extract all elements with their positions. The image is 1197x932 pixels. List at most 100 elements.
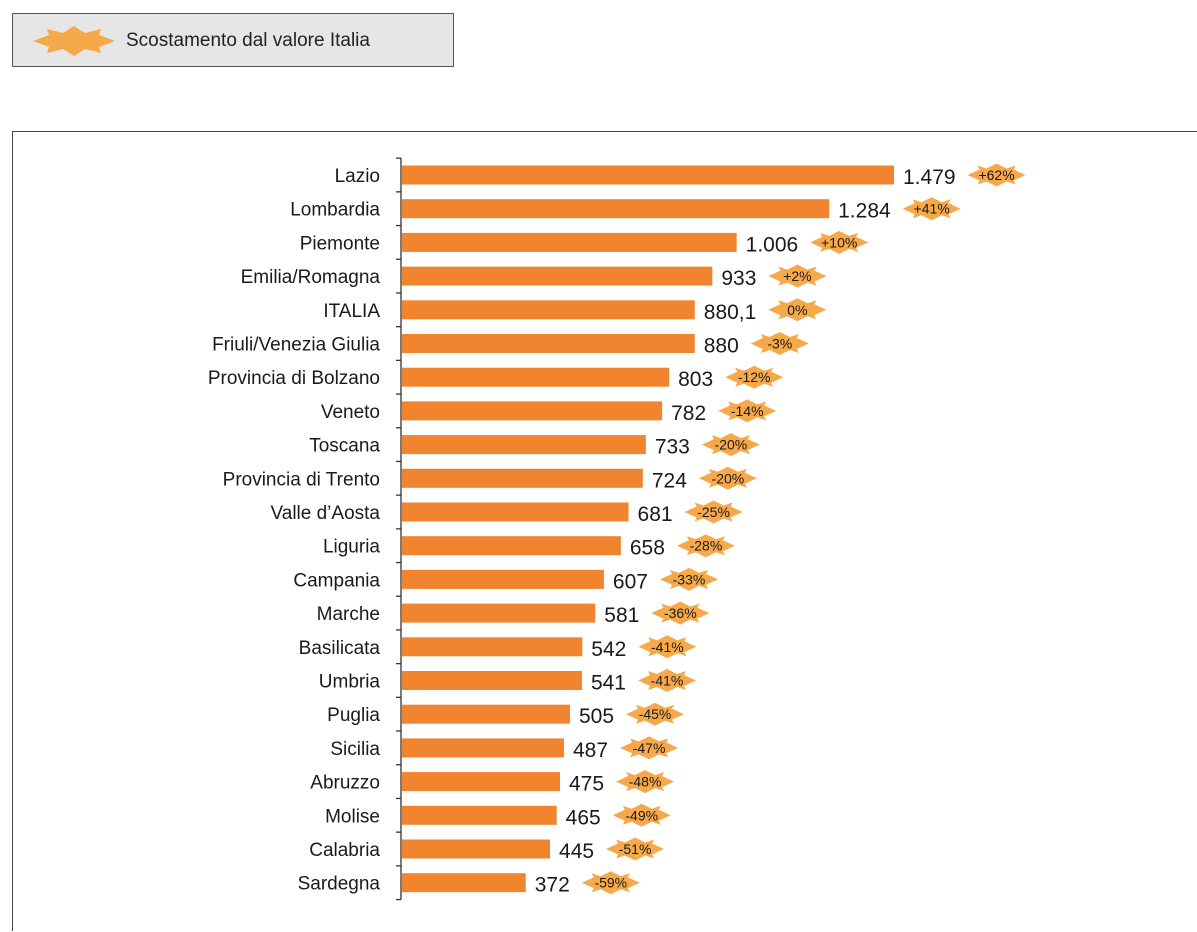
category-label: Sicilia <box>330 739 380 760</box>
category-label: Provincia di Bolzano <box>208 368 380 389</box>
deviation-label: -41% <box>651 673 684 689</box>
deviation-star <box>626 702 684 726</box>
bar <box>402 199 830 219</box>
value-label: 1.284 <box>838 200 891 223</box>
value-label: 724 <box>652 469 687 492</box>
category-label: Friuli/Venezia Giulia <box>212 335 380 356</box>
value-label: 880,1 <box>704 301 757 324</box>
deviation-star <box>638 669 696 692</box>
deviation-label: -33% <box>673 571 706 587</box>
category-label: Calabria <box>309 840 380 861</box>
value-label: 1.006 <box>746 233 799 256</box>
deviation-star <box>684 500 743 524</box>
bar <box>402 805 557 825</box>
value-label: 933 <box>721 267 756 290</box>
deviation-star <box>620 736 679 760</box>
deviation-label: -14% <box>731 403 764 419</box>
bar <box>402 367 670 387</box>
bar <box>402 401 663 421</box>
deviation-label: +62% <box>978 167 1014 183</box>
star-icon <box>33 26 115 56</box>
deviation-label: -47% <box>633 740 666 756</box>
category-label: Liguria <box>323 537 380 558</box>
category-label: Sardegna <box>298 874 381 895</box>
category-label: Marche <box>317 604 380 625</box>
bar <box>402 300 695 320</box>
deviation-star <box>750 332 809 355</box>
category-label: ITALIA <box>323 301 380 322</box>
category-label: Toscana <box>309 436 380 457</box>
deviation-star <box>616 770 675 794</box>
bar <box>402 232 737 252</box>
bar <box>402 873 526 893</box>
deviation-star <box>718 399 777 423</box>
category-label: Valle d’Aosta <box>271 503 381 524</box>
deviation-star <box>967 163 1026 187</box>
deviation-star <box>638 635 697 659</box>
category-label: Emilia/Romagna <box>241 267 381 288</box>
category-label: Molise <box>325 806 380 827</box>
value-label: 475 <box>569 773 604 796</box>
bar <box>402 671 582 690</box>
category-label: Basilicata <box>299 638 381 659</box>
deviation-star <box>676 534 735 558</box>
bar <box>402 165 894 185</box>
category-label: Lombardia <box>290 200 380 221</box>
deviation-star <box>606 837 665 861</box>
deviation-label: -36% <box>664 605 697 621</box>
value-label: 542 <box>591 638 626 661</box>
category-label: Piemonte <box>300 233 380 254</box>
category-label: Umbria <box>319 672 381 693</box>
value-label: 487 <box>573 739 608 762</box>
deviation-label: -12% <box>738 369 771 385</box>
deviation-star <box>660 567 718 591</box>
deviation-label: -49% <box>625 807 658 823</box>
deviation-label: -51% <box>619 841 652 857</box>
category-label: Provincia di Trento <box>223 469 380 490</box>
deviation-label: +2% <box>783 268 811 284</box>
value-label: 803 <box>678 368 713 391</box>
deviation-label: -3% <box>767 336 792 352</box>
deviation-star <box>768 264 827 288</box>
category-label: Puglia <box>327 705 380 726</box>
bar <box>402 468 643 488</box>
bar <box>402 435 646 455</box>
bar <box>402 839 551 859</box>
deviation-label: -41% <box>651 639 684 655</box>
bar <box>402 603 596 623</box>
bar-chart: Lazio 1.479 +62% Lombardia 1.284 +41% Piemonte… <box>208 157 1026 901</box>
value-label: 733 <box>655 436 690 459</box>
bar <box>402 266 713 286</box>
deviation-label: -48% <box>629 774 662 790</box>
deviation-label: +10% <box>821 234 857 250</box>
value-label: 607 <box>613 570 648 593</box>
deviation-label: -20% <box>715 437 748 453</box>
value-label: 372 <box>535 874 570 897</box>
deviation-star <box>698 466 757 490</box>
deviation-label: -59% <box>594 875 627 891</box>
category-label: Veneto <box>321 402 380 423</box>
deviation-label: -20% <box>712 470 745 486</box>
deviation-label: -45% <box>639 706 672 722</box>
deviation-label: -25% <box>697 504 730 520</box>
category-label: Abruzzo <box>310 773 380 794</box>
value-label: 681 <box>638 503 673 526</box>
value-label: 658 <box>630 537 665 560</box>
deviation-star <box>612 803 671 827</box>
deviation-star <box>725 365 784 389</box>
bar <box>402 704 570 724</box>
value-label: 581 <box>604 604 639 627</box>
deviation-label: -28% <box>690 538 723 554</box>
category-label: Lazio <box>335 166 380 187</box>
bar <box>402 738 565 758</box>
bar <box>402 334 695 353</box>
deviation-label: 0% <box>787 302 807 318</box>
value-label: 880 <box>704 335 739 358</box>
value-label: 782 <box>671 402 706 425</box>
bar <box>402 569 604 589</box>
deviation-star <box>701 433 760 457</box>
deviation-star <box>902 197 961 221</box>
legend-star-shape <box>33 26 115 56</box>
deviation-star <box>581 871 640 895</box>
value-label: 465 <box>566 806 601 829</box>
